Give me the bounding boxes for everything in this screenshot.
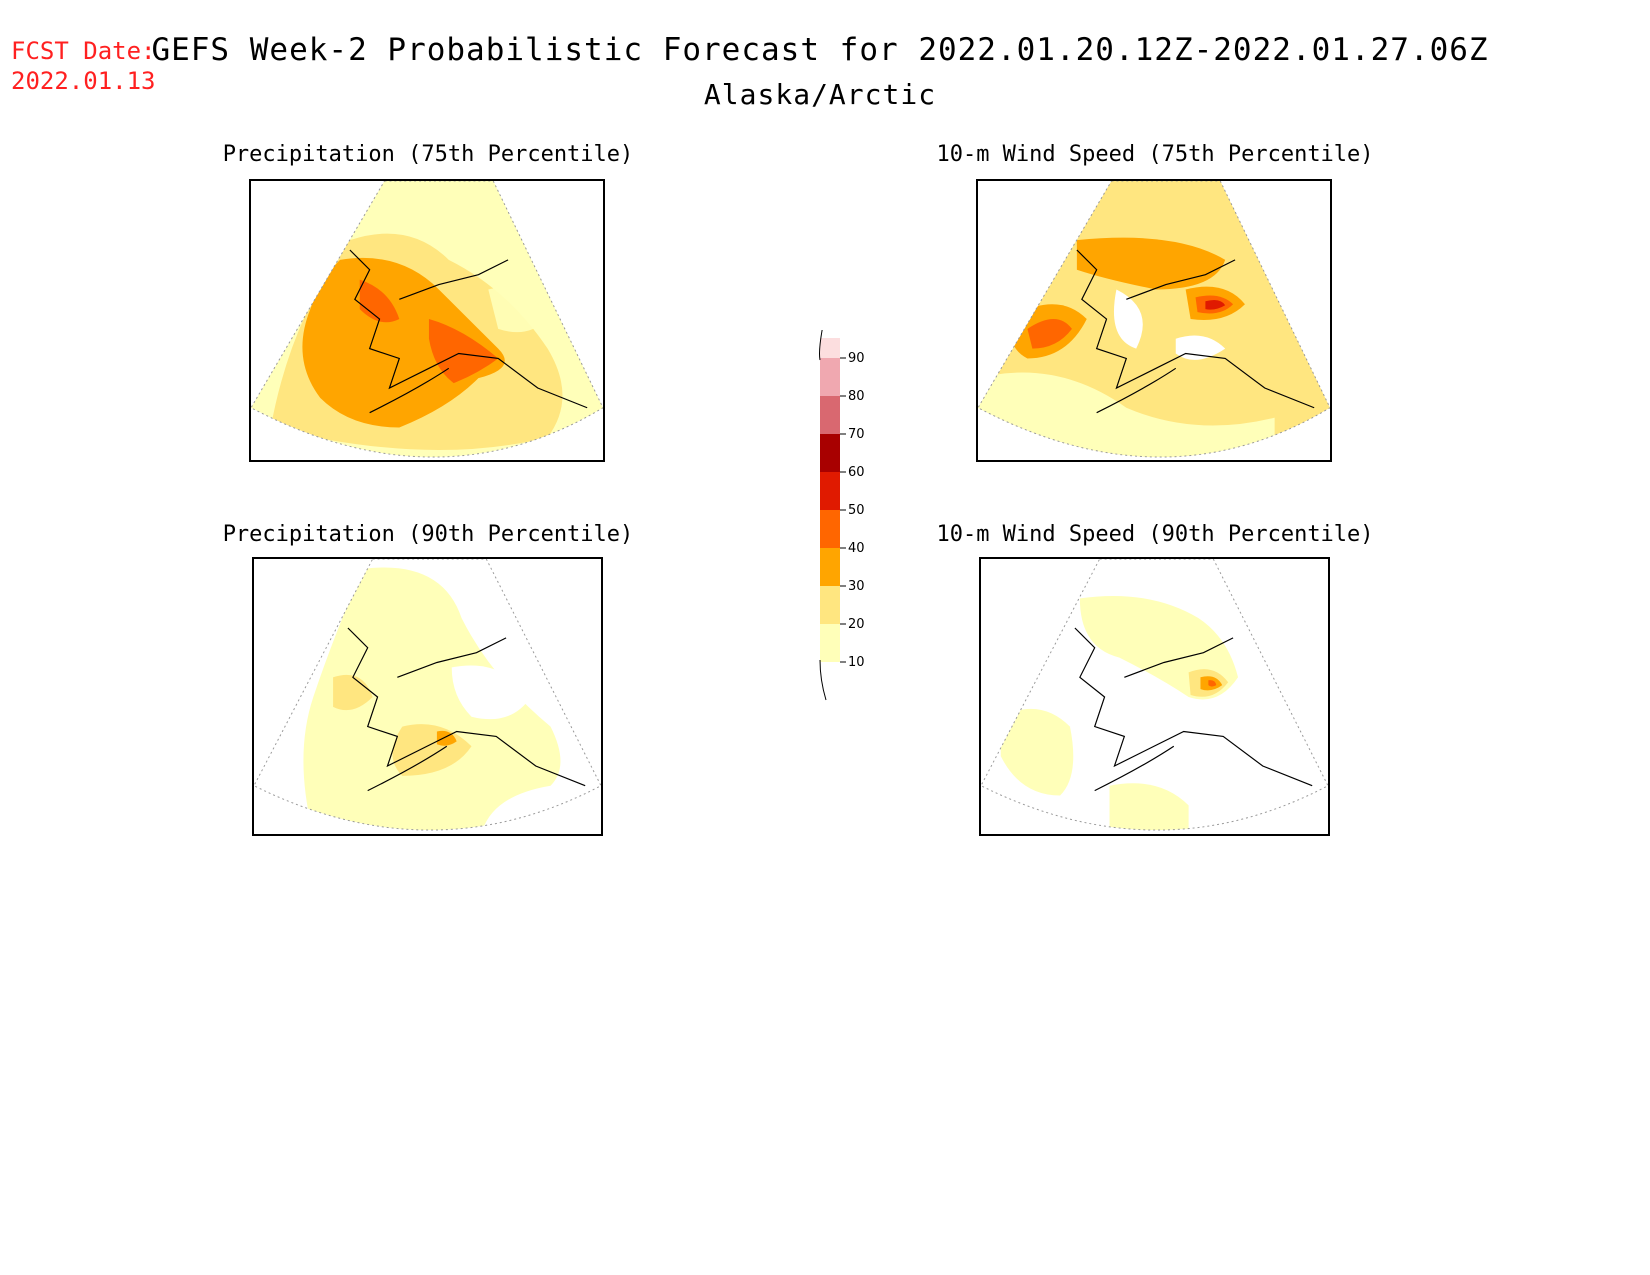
colorbar-tick-label: 10	[848, 655, 865, 670]
colorbar-swatches	[820, 338, 840, 662]
colorbar-tick-label: 80	[848, 389, 865, 404]
panel-title-wind-75: 10-m Wind Speed (75th Percentile)	[936, 142, 1374, 167]
colorbar-tick-label: 70	[848, 427, 865, 442]
colorbar-tick-label: 60	[848, 465, 865, 480]
colorbar-tick-label: 20	[848, 617, 865, 632]
map-wind-75	[976, 179, 1332, 462]
forecast-date: FCST Date: 2022.01.13	[11, 36, 156, 96]
colorbar-swatch-c30	[820, 548, 840, 586]
map-wind-90	[979, 557, 1330, 836]
colorbar-swatch-c70	[820, 396, 840, 434]
colorbar-tick-label: 90	[848, 351, 865, 366]
panel-title-precip-75: Precipitation (75th Percentile)	[222, 142, 634, 167]
colorbar-legend: 10 20 30 40 50 60 70 80 90	[810, 330, 890, 750]
colorbar-swatch-c60	[820, 434, 840, 472]
colorbar-swatch-c90	[820, 338, 840, 358]
map-precip-90	[252, 557, 603, 836]
forecast-date-value: 2022.01.13	[11, 67, 156, 95]
colorbar-tick-label: 40	[848, 541, 865, 556]
panel-title-precip-90: Precipitation (90th Percentile)	[222, 522, 634, 547]
colorbar-swatch-c40	[820, 510, 840, 548]
colorbar-swatch-c80	[820, 358, 840, 396]
forecast-date-label: FCST Date:	[11, 37, 156, 65]
colorbar-tick-label: 50	[848, 503, 865, 518]
colorbar-swatch-c10	[820, 624, 840, 662]
colorbar-tick-label: 30	[848, 579, 865, 594]
region-subtitle: Alaska/Arctic	[703, 78, 937, 111]
colorbar-swatch-c50	[820, 472, 840, 510]
page-title: GEFS Week-2 Probabilistic Forecast for 2…	[151, 32, 1489, 68]
panel-title-wind-90: 10-m Wind Speed (90th Percentile)	[936, 522, 1374, 547]
map-precip-75	[249, 179, 605, 462]
colorbar-swatch-c20	[820, 586, 840, 624]
